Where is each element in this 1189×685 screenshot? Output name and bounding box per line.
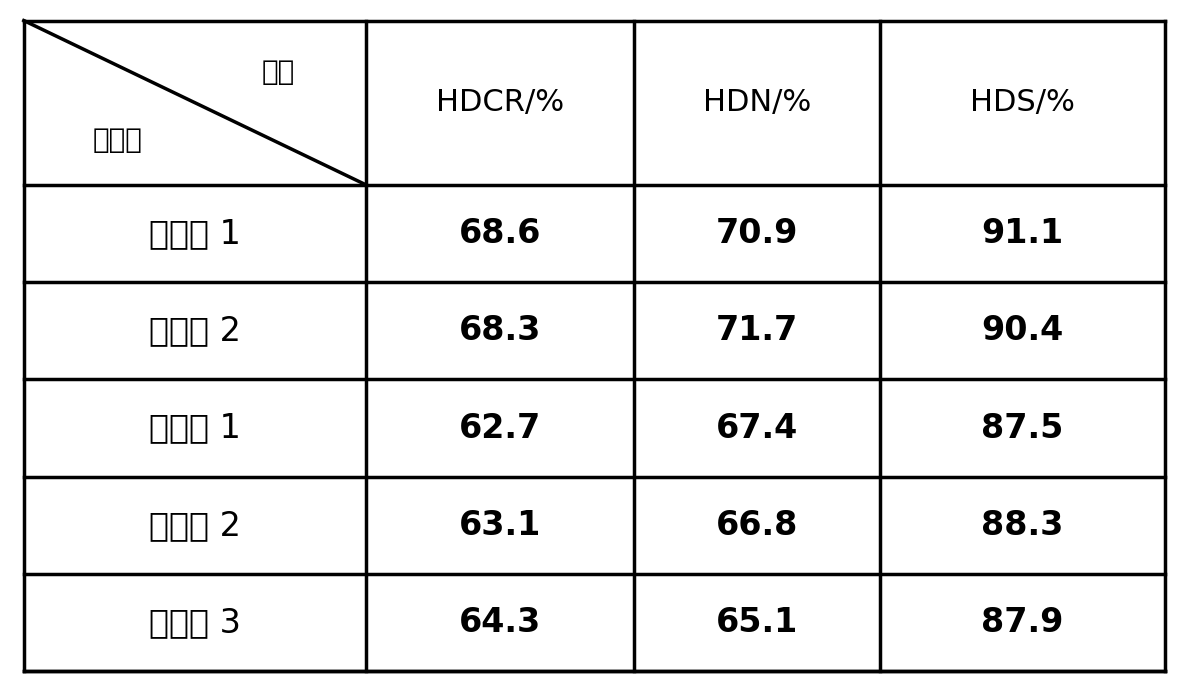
Text: 66.8: 66.8 xyxy=(716,509,798,542)
Text: HDS/%: HDS/% xyxy=(970,88,1075,117)
Text: 90.4: 90.4 xyxy=(981,314,1064,347)
Text: 64.3: 64.3 xyxy=(459,606,541,639)
Text: 项目: 项目 xyxy=(262,58,295,86)
Text: HDCR/%: HDCR/% xyxy=(436,88,565,117)
Text: 88.3: 88.3 xyxy=(981,509,1064,542)
Text: 催化剂: 催化剂 xyxy=(93,127,143,154)
Text: 71.7: 71.7 xyxy=(716,314,798,347)
Text: 比较例 1: 比较例 1 xyxy=(149,412,241,445)
Text: 实施例 2: 实施例 2 xyxy=(149,314,241,347)
Text: 62.7: 62.7 xyxy=(459,412,541,445)
Text: 比较例 3: 比较例 3 xyxy=(149,606,241,639)
Text: 比较例 2: 比较例 2 xyxy=(149,509,241,542)
Text: 87.9: 87.9 xyxy=(981,606,1064,639)
Text: 91.1: 91.1 xyxy=(981,217,1064,250)
Text: 67.4: 67.4 xyxy=(716,412,798,445)
Text: 87.5: 87.5 xyxy=(981,412,1064,445)
Text: 68.6: 68.6 xyxy=(459,217,541,250)
Text: 65.1: 65.1 xyxy=(716,606,798,639)
Text: 实施例 1: 实施例 1 xyxy=(149,217,241,250)
Text: 68.3: 68.3 xyxy=(459,314,541,347)
Text: HDN/%: HDN/% xyxy=(703,88,811,117)
Text: 63.1: 63.1 xyxy=(459,509,541,542)
Text: 70.9: 70.9 xyxy=(716,217,798,250)
